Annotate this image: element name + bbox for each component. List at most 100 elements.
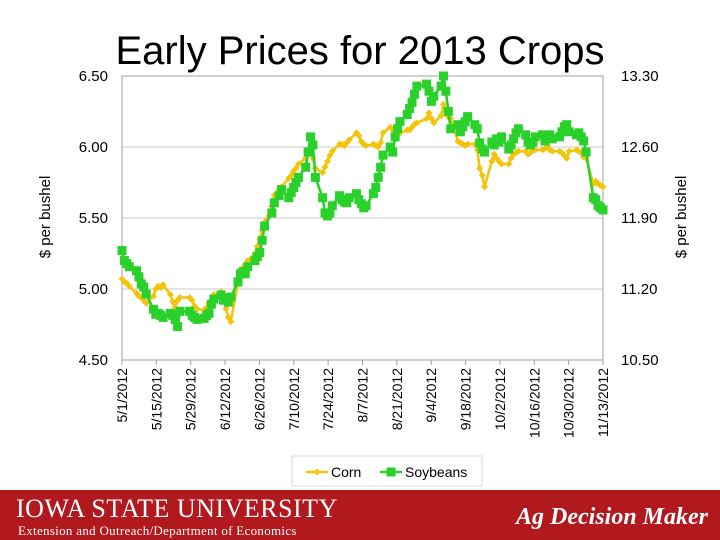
soybeans-point [557, 127, 567, 137]
soybeans-point [361, 201, 371, 211]
soybeans-series [117, 71, 608, 332]
corn-point [362, 142, 370, 150]
y-tick-label: 6.00 [79, 139, 108, 156]
soybeans-point [388, 147, 398, 157]
corn-point [488, 157, 496, 165]
soybeans-point [148, 304, 158, 314]
soybeans-point [344, 193, 354, 203]
soybeans-point [405, 103, 415, 113]
soybeans-point [286, 188, 296, 198]
corn-point [188, 296, 196, 304]
soybeans-point [513, 124, 523, 134]
soybeans-point [475, 138, 485, 148]
soybeans-point [506, 140, 516, 150]
corn-point [464, 140, 472, 148]
corn-point [379, 129, 387, 137]
soybeans-point [209, 294, 219, 304]
x-tick-label: 11/13/2012 [595, 368, 611, 437]
corn-point [159, 281, 167, 289]
soybeans-point [260, 221, 270, 231]
corn-point [377, 139, 385, 147]
soybeans-point [325, 208, 335, 218]
soybeans-point [496, 132, 506, 142]
y-tick-label: 5.50 [79, 210, 108, 227]
chart-title: Early Prices for 2013 Crops [115, 29, 604, 73]
soybeans-point [293, 172, 303, 182]
soybeans-point [243, 262, 253, 272]
soybeans-point [581, 147, 591, 157]
soybeans-point [373, 172, 383, 182]
x-tick-label: 5/15/2012 [148, 368, 164, 430]
soybeans-point [310, 172, 320, 182]
footer-banner: IOWA STATE UNIVERSITY Extension and Outr… [0, 490, 720, 540]
x-tick-label: 7/24/2012 [320, 368, 336, 430]
corn-point [478, 171, 486, 179]
y2-tick-label: 12.60 [621, 139, 659, 156]
university-logo: IOWA STATE UNIVERSITY [16, 494, 338, 523]
soybeans-point [494, 137, 504, 147]
y2-tick-label: 11.20 [621, 281, 657, 298]
soybeans-point [342, 198, 352, 208]
x-tick-label: 9/18/2012 [458, 368, 474, 430]
corn-point [599, 183, 607, 191]
soybeans-point [204, 308, 214, 318]
soybeans-point [289, 183, 299, 193]
soybeans-point [458, 122, 468, 132]
x-tick-label: 6/26/2012 [251, 368, 267, 430]
x-tick-label: 10/16/2012 [526, 368, 542, 438]
soybeans-point [318, 193, 328, 203]
soybeans-point [308, 140, 318, 150]
soybeans-legend-label: Soybeans [405, 464, 467, 480]
soybeans-point [441, 86, 451, 96]
soybeans-point [173, 322, 183, 332]
right-y-axis: 13.30 12.60 11.90 11.20 10.50 [621, 68, 659, 369]
soybeans-point [124, 262, 134, 272]
soybeans-point [591, 195, 601, 205]
corn-point [481, 183, 489, 191]
department-text: Extension and Outreach/Department of Eco… [18, 523, 297, 538]
soybeans-point [460, 117, 470, 127]
corn-point [425, 109, 433, 117]
corn-point [227, 318, 235, 326]
corn-point [193, 305, 201, 313]
corn-point [328, 147, 336, 155]
corn-point [413, 119, 421, 127]
right-y-axis-label: $ per bushel [673, 176, 690, 259]
x-tick-label: 8/7/2012 [355, 368, 371, 423]
left-y-axis-label: $ per bushel [37, 176, 54, 259]
corn-point [323, 157, 331, 165]
corn-point [563, 154, 571, 162]
corn-point [355, 132, 363, 140]
soybeans-point [538, 130, 548, 140]
soybeans-point [426, 96, 436, 106]
soybeans-point [274, 191, 284, 201]
corn-legend-marker [313, 468, 321, 476]
soybeans-point [562, 120, 572, 130]
corn-point [497, 160, 505, 168]
soybeans-point [132, 266, 142, 276]
x-tick-label: 5/1/2012 [114, 368, 130, 423]
soybeans-point [547, 134, 557, 144]
corn-point [548, 147, 556, 155]
x-tick-label: 10/30/2012 [561, 368, 577, 438]
soybeans-point [170, 314, 180, 324]
soybeans-point [521, 130, 531, 140]
corn-point [505, 160, 513, 168]
y2-tick-label: 11.90 [621, 210, 657, 227]
soybeans-point [530, 132, 540, 142]
corn-point [125, 282, 133, 290]
brand-logo: Ag Decision Maker [516, 504, 708, 530]
soybeans-point [472, 124, 482, 134]
soybeans-point [306, 132, 316, 142]
soybeans-point [463, 112, 473, 122]
soybeans-point [267, 208, 277, 218]
soybeans-point [233, 277, 243, 287]
x-tick-label: 6/12/2012 [217, 368, 233, 430]
soybeans-point [351, 189, 361, 199]
soybeans-point [257, 235, 267, 245]
corn-legend-label: Corn [331, 464, 361, 480]
soybeans-point [134, 272, 144, 282]
x-tick-label: 10/2/2012 [492, 368, 508, 430]
price-chart: Early Prices for 2013 Crops 6.50 6.00 5.50… [37, 29, 690, 487]
corn-point [345, 136, 353, 144]
